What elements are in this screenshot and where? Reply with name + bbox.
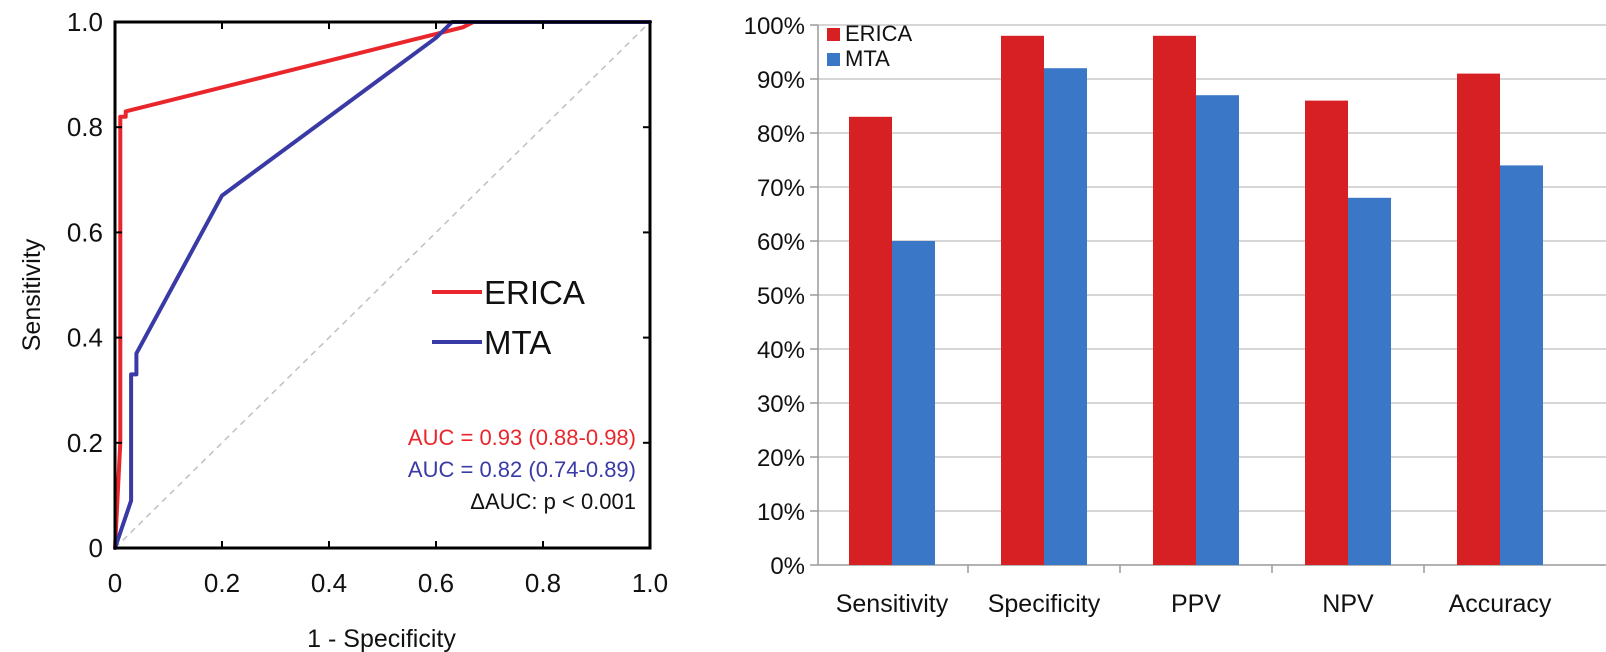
bar-erica	[1305, 100, 1348, 565]
category-label: NPV	[1322, 590, 1374, 618]
y-tick-label: 80%	[757, 121, 805, 148]
y-tick-label: 0.6	[67, 217, 103, 247]
bar-mta	[1196, 95, 1239, 565]
roc-plot-frame	[113, 20, 652, 550]
bar-mta	[1348, 197, 1391, 566]
category-label: Specificity	[988, 590, 1101, 618]
y-tick-label: 30%	[757, 391, 805, 418]
reference-diagonal	[114, 21, 651, 549]
y-tick-label: 0.4	[67, 323, 103, 353]
y-tick-label: 1.0	[67, 7, 103, 37]
bar-erica	[849, 116, 892, 566]
legend-swatch-erica	[827, 28, 840, 41]
category-label: PPV	[1171, 590, 1221, 618]
auc-annotation: AUC = 0.82 (0.74-0.89)	[408, 457, 636, 482]
legend-swatch-mta	[827, 53, 840, 66]
auc-annotation: ΔAUC: p < 0.001	[470, 489, 636, 514]
y-axis-label: Sensitivity	[18, 238, 46, 351]
bar-erica	[1457, 73, 1500, 565]
y-tick-label: 20%	[757, 445, 805, 472]
y-tick-label: 40%	[757, 337, 805, 364]
bar-erica	[1001, 35, 1044, 566]
bar-mta	[1500, 165, 1543, 565]
legend-label-erica: ERICA	[845, 21, 913, 46]
legend-label-mta: MTA	[484, 324, 551, 361]
x-tick-label: 0	[108, 568, 122, 598]
y-tick-label: 100%	[744, 13, 805, 40]
x-tick-label: 0.4	[311, 568, 347, 598]
x-tick-label: 0.2	[204, 568, 240, 598]
y-tick-label: 0	[89, 533, 103, 563]
y-tick-label: 70%	[757, 175, 805, 202]
y-tick-label: 10%	[757, 499, 805, 526]
category-label: Sensitivity	[836, 590, 949, 618]
bar-erica	[1153, 35, 1196, 566]
y-tick-label: 0.2	[67, 428, 103, 458]
x-tick-label: 0.8	[525, 568, 561, 598]
x-tick-label: 0.6	[418, 568, 454, 598]
y-tick-label: 0.8	[67, 112, 103, 142]
y-tick-label: 50%	[757, 283, 805, 310]
x-axis-label: 1 - Specificity	[307, 625, 456, 652]
roc-chart: 0 0.2 0.4 0.6 0.8 1.0 0 0.2 0.4 0.6 0.8 1.0 1 - Spec…	[18, 7, 668, 652]
bar-mta	[1044, 68, 1087, 565]
roc-line-mta	[113, 20, 652, 550]
bar-mta	[892, 241, 935, 565]
legend-label-mta: MTA	[845, 46, 890, 71]
bar-chart: 0% 10% 20% 30% 40% 50% 60% 70% 80% 90% 100% Sensiti…	[744, 13, 1606, 618]
category-label: Accuracy	[1449, 590, 1552, 618]
legend-label-erica: ERICA	[484, 274, 585, 311]
auc-annotation: AUC = 0.93 (0.88-0.98)	[408, 425, 636, 450]
y-tick-label: 90%	[757, 67, 805, 94]
y-tick-label: 60%	[757, 229, 805, 256]
y-tick-label: 0%	[770, 553, 805, 580]
x-tick-label: 1.0	[632, 568, 668, 598]
